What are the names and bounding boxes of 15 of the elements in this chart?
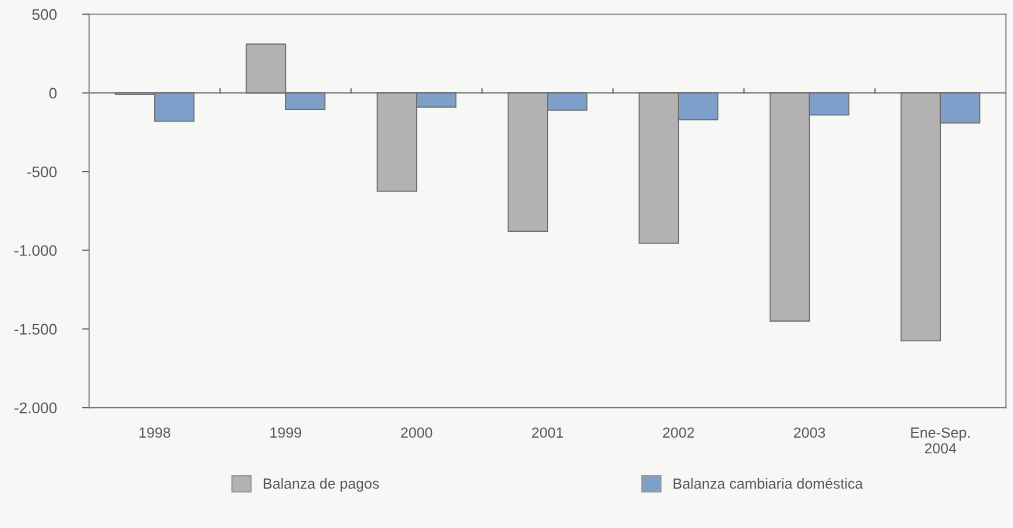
y-tick-label: 500 (32, 9, 57, 20)
legend-label: Balanza cambiaria doméstica (673, 477, 864, 489)
x-tick-label: 1998 (139, 427, 171, 438)
y-tick-label: -2.000 (14, 402, 57, 414)
y-tick-label: -1.000 (14, 245, 57, 256)
y-tick-label: -1.500 (14, 323, 57, 335)
y-tick-label: -500 (27, 166, 57, 178)
x-tick-label: 1999 (270, 427, 302, 438)
x-tick-label: 2003 (793, 427, 826, 438)
legend-label: Balanza de pagos (263, 478, 379, 492)
y-tick-label: 0 (49, 87, 57, 99)
x-tick-label: 2002 (663, 427, 694, 438)
x-tick-label: 2000 (401, 427, 433, 438)
x-tick-label: Ene-Sep. 2004 (911, 427, 970, 454)
x-tick-label: 2001 (532, 427, 564, 438)
